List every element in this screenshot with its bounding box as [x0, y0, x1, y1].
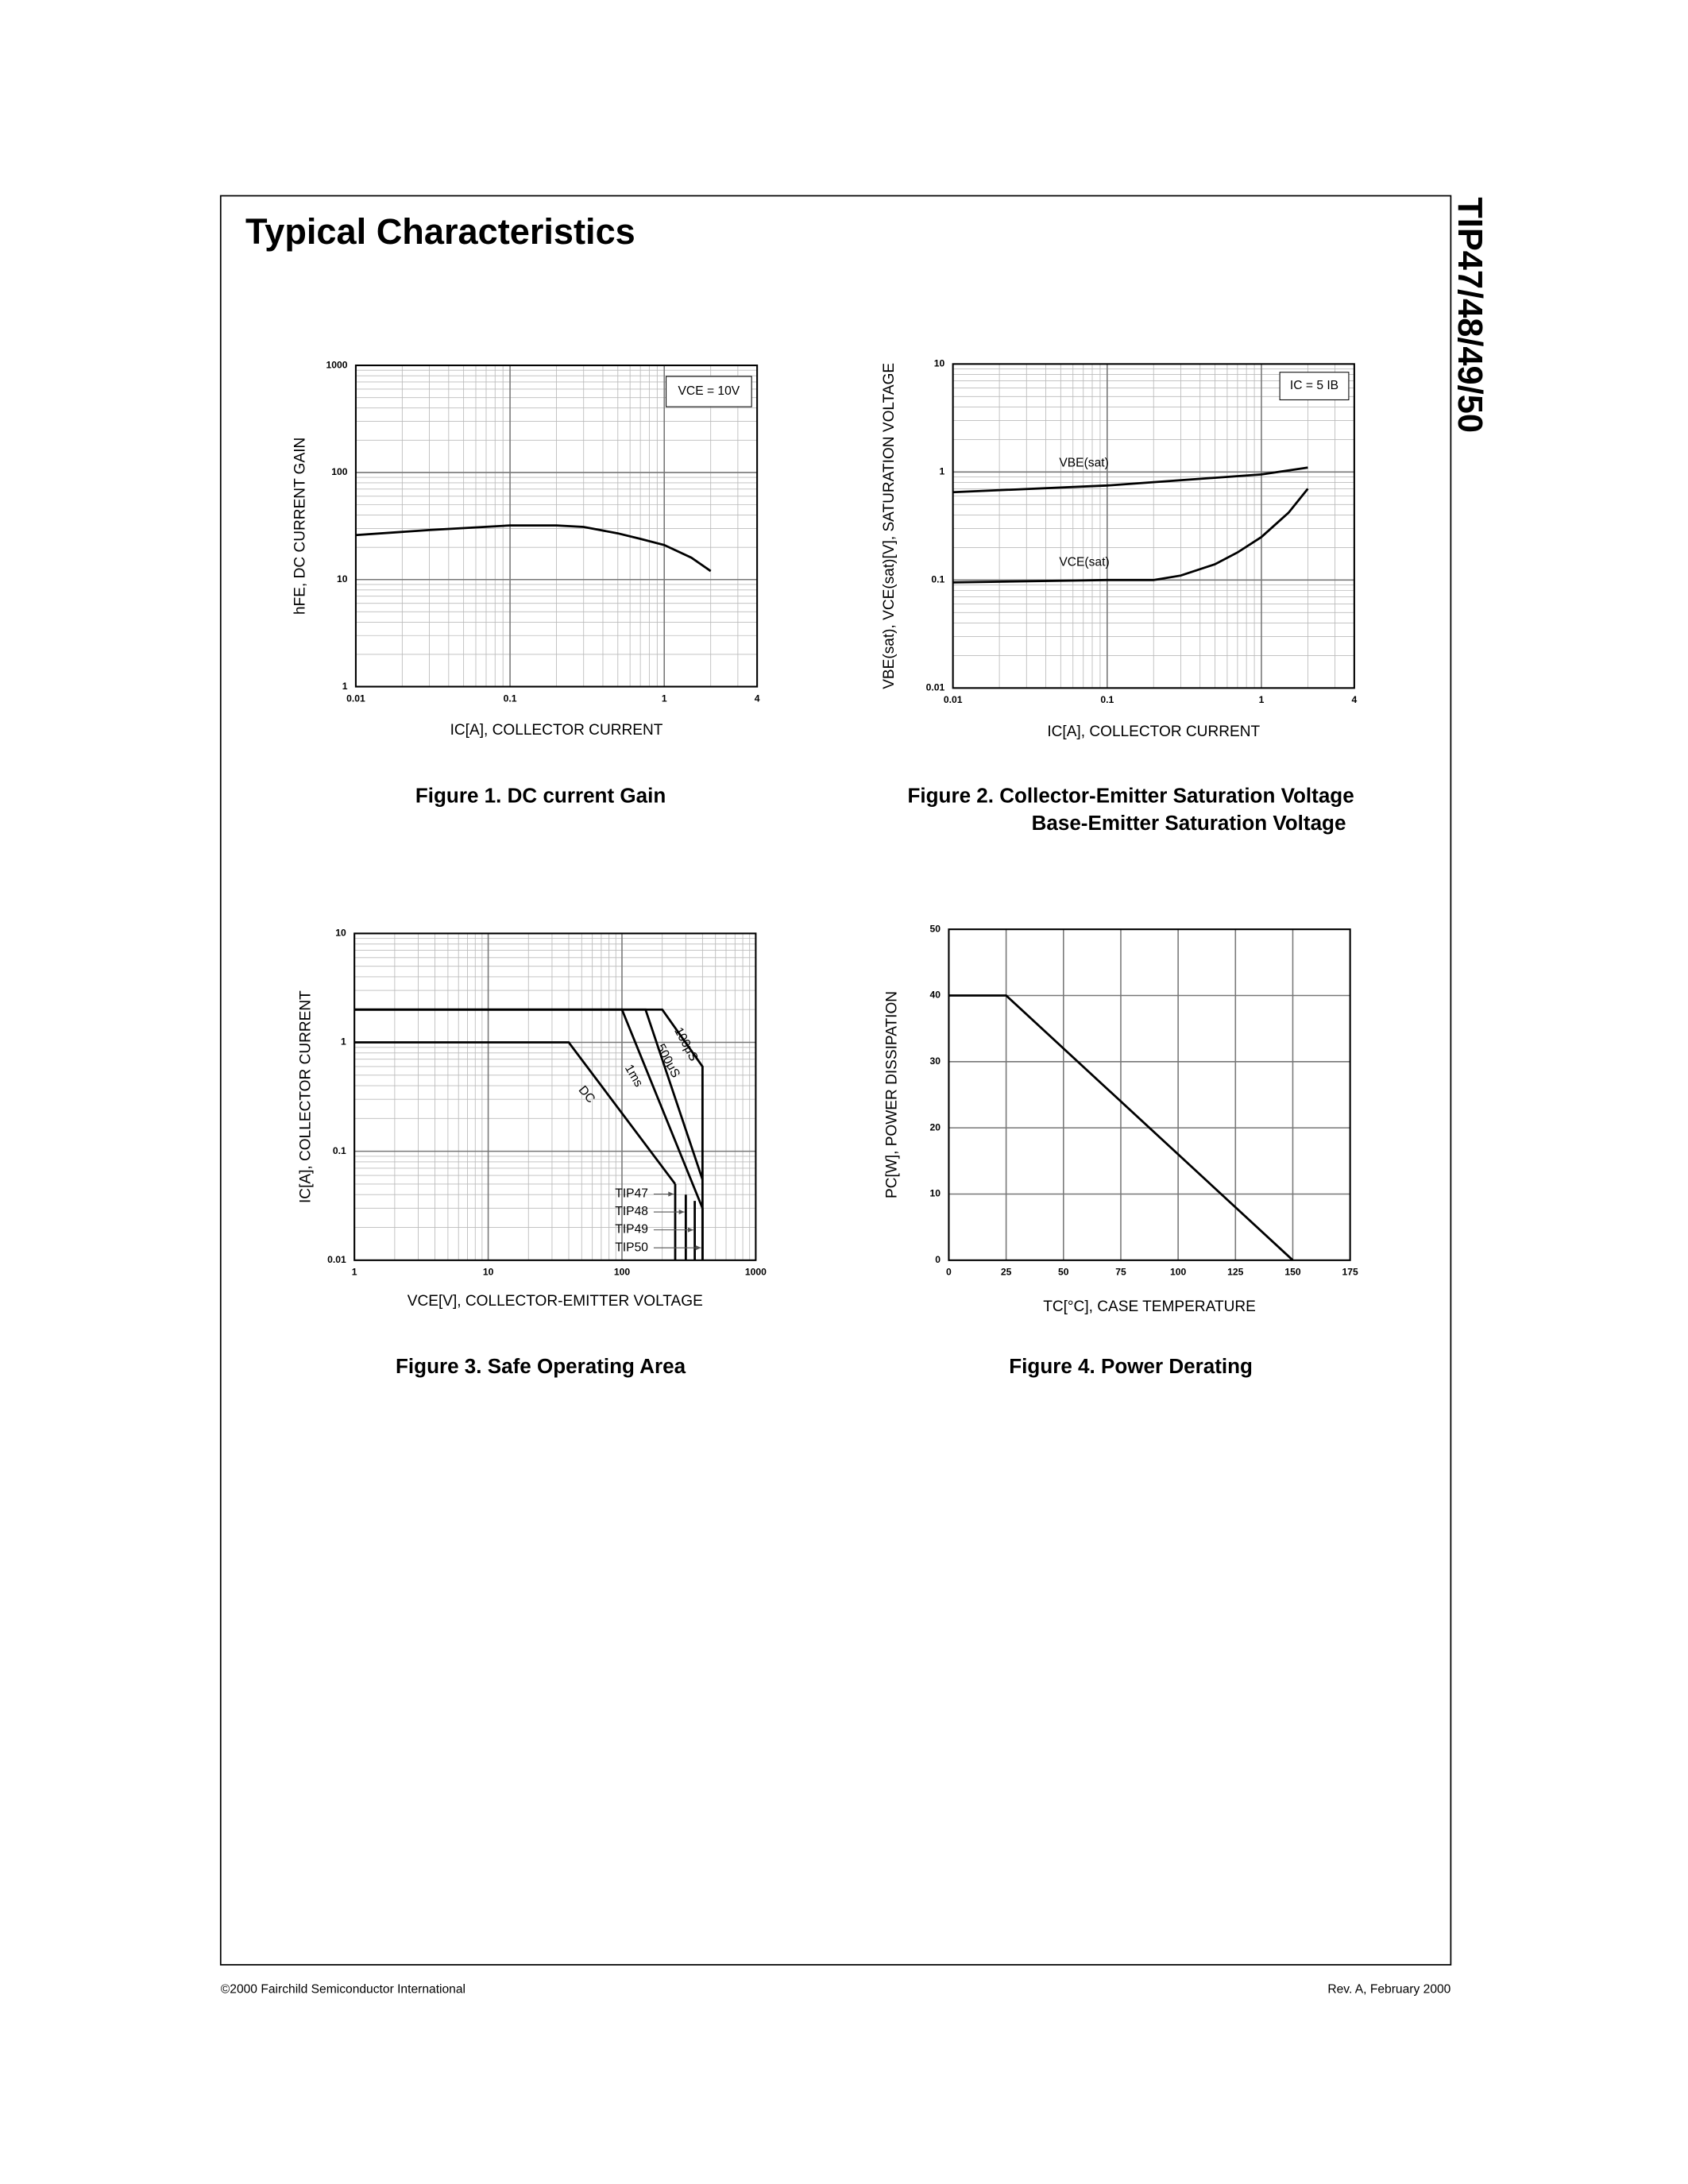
page-title: Typical Characteristics — [245, 211, 635, 252]
x-tick-label: 0.1 — [1100, 694, 1114, 705]
y-axis-label: PC[W], POWER DISSIPATION — [883, 991, 900, 1198]
x-axis-label: IC[A], COLLECTOR CURRENT — [450, 722, 663, 739]
limit-arrowhead — [678, 1209, 685, 1215]
figure-caption: Figure 4. Power Derating — [1009, 1354, 1253, 1378]
x-tick-label: 0.01 — [944, 694, 963, 705]
y-tick-label: 10 — [337, 573, 348, 585]
side-title: TIP47/48/49/50 — [1450, 197, 1489, 433]
x-tick-label: 25 — [1001, 1267, 1012, 1278]
plot-frame — [353, 932, 757, 1261]
annotation-box — [666, 376, 752, 407]
plot-frame — [952, 363, 1355, 689]
y-axis-label: IC[A], COLLECTOR CURRENT — [297, 990, 314, 1203]
x-tick-label: 150 — [1284, 1267, 1301, 1278]
data-line — [354, 1008, 704, 1209]
footer-right: Rev. A, February 2000 — [1327, 1982, 1450, 1996]
x-tick-label: 50 — [1058, 1267, 1069, 1278]
x-tick-label: 1 — [352, 1267, 357, 1278]
x-axis-label: VCE[V], COLLECTOR-EMITTER VOLTAGE — [408, 1293, 703, 1310]
y-tick-label: 1 — [342, 681, 348, 692]
annotation-box — [1279, 372, 1350, 400]
y-tick-label: 20 — [930, 1121, 941, 1133]
x-tick-label: 75 — [1115, 1267, 1126, 1278]
x-axis-label: TC[°C], CASE TEMPERATURE — [1043, 1298, 1256, 1315]
annotation: IC = 5 IB — [1290, 379, 1338, 392]
plot-frame — [354, 365, 759, 688]
y-tick-label: 1 — [939, 466, 944, 477]
x-tick-label: 1000 — [745, 1267, 767, 1278]
y-tick-label: 1 — [341, 1036, 346, 1048]
x-tick-label: 100 — [1170, 1267, 1187, 1278]
figure-caption: Figure 1. DC current Gain — [415, 783, 666, 807]
limit-arrowhead — [687, 1227, 693, 1233]
y-tick-label: 10 — [335, 928, 346, 939]
x-tick-label: 4 — [755, 693, 760, 704]
limit-arrowhead — [668, 1191, 674, 1197]
series-label: VBE(sat) — [1059, 456, 1108, 469]
x-tick-label: 1 — [1259, 694, 1265, 705]
x-tick-label: 175 — [1342, 1267, 1359, 1278]
data-line — [952, 466, 1308, 494]
y-tick-label: 0.1 — [931, 574, 944, 585]
y-tick-label: 1000 — [326, 359, 347, 370]
y-tick-label: 0.01 — [327, 1254, 346, 1265]
limit-arrowhead — [695, 1245, 701, 1251]
limit-label: TIP47 — [615, 1187, 648, 1201]
figure-caption: Figure 3. Safe Operating Area — [396, 1354, 686, 1378]
x-tick-label: 1 — [662, 693, 667, 704]
y-axis-label: VBE(sat), VCE(sat)[V], SATURATION VOLTAG… — [881, 363, 898, 689]
series-label: 100μS — [671, 1025, 700, 1063]
x-tick-label: 125 — [1227, 1267, 1244, 1278]
plot-frame — [948, 928, 1351, 1261]
data-line — [948, 994, 1294, 1261]
x-tick-label: 100 — [614, 1267, 631, 1278]
y-tick-label: 100 — [331, 466, 348, 477]
y-tick-label: 0 — [935, 1254, 941, 1265]
series-label: DC — [576, 1083, 598, 1106]
data-line — [952, 488, 1309, 584]
limit-label: TIP48 — [615, 1205, 648, 1218]
x-tick-label: 0 — [946, 1267, 952, 1278]
x-tick-label: 4 — [1351, 694, 1357, 705]
figure-caption: Figure 2. Collector-Emitter Saturation V… — [908, 783, 1354, 807]
data-line — [355, 524, 712, 573]
y-tick-label: 40 — [930, 990, 941, 1001]
y-tick-label: 50 — [930, 923, 941, 934]
y-axis-label: hFE, DC CURRENT GAIN — [292, 438, 309, 615]
series-label: VCE(sat) — [1059, 555, 1109, 569]
x-tick-label: 0.01 — [346, 693, 365, 704]
page-frame — [219, 195, 1452, 1966]
y-tick-label: 0.1 — [333, 1145, 346, 1156]
y-tick-label: 10 — [930, 1188, 941, 1199]
x-tick-label: 0.1 — [504, 693, 517, 704]
y-tick-label: 30 — [930, 1055, 941, 1067]
x-axis-label: IC[A], COLLECTOR CURRENT — [1047, 723, 1260, 740]
y-tick-label: 10 — [934, 358, 945, 369]
figure-caption: Base-Emitter Saturation Voltage — [1032, 811, 1346, 835]
y-tick-label: 0.01 — [926, 682, 945, 693]
limit-label: TIP49 — [615, 1223, 648, 1237]
annotation: VCE = 10V — [678, 384, 740, 398]
footer-left: ©2000 Fairchild Semiconductor Internatio… — [221, 1982, 465, 1996]
x-tick-label: 10 — [483, 1267, 494, 1278]
data-line — [354, 1041, 677, 1185]
limit-label: TIP50 — [615, 1241, 648, 1254]
